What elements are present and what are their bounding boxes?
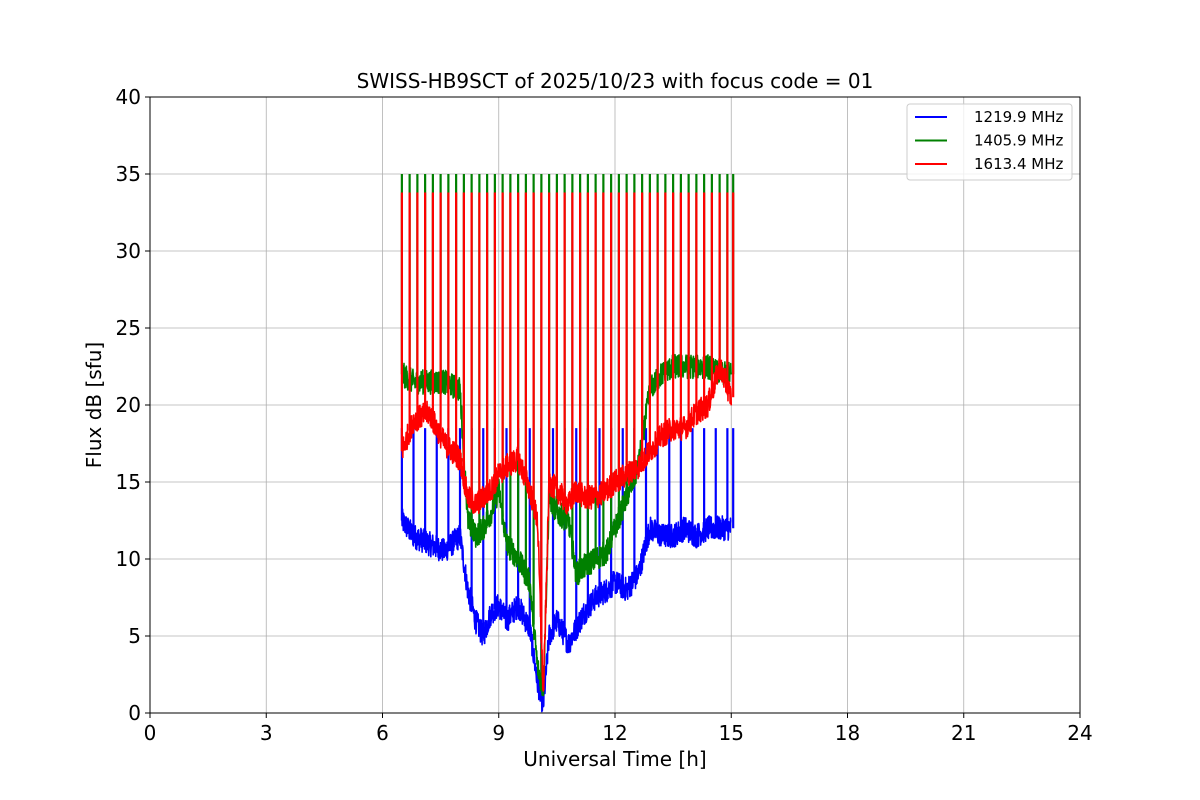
chart-title: SWISS-HB9SCT of 2025/10/23 with focus co… [357, 69, 874, 93]
y-tick-label: 10 [116, 547, 141, 571]
y-tick-label: 20 [116, 393, 141, 417]
x-tick-label: 12 [602, 721, 627, 745]
y-tick-label: 15 [116, 470, 141, 494]
ticks: 0 3 6 9 12 15 18 21 24 0 5 10 15 20 25 30 35 40 [116, 85, 1093, 745]
y-tick-label: 5 [128, 624, 141, 648]
x-tick-label: 21 [951, 721, 976, 745]
series-layer [400, 174, 735, 713]
x-tick-label: 15 [719, 721, 744, 745]
x-tick-label: 6 [376, 721, 389, 745]
x-axis-label: Universal Time [h] [523, 747, 706, 771]
series-line [401, 508, 732, 713]
x-tick-label: 9 [492, 721, 505, 745]
legend-label: 1405.9 MHz [974, 132, 1063, 150]
y-tick-label: 40 [116, 85, 141, 109]
y-tick-label: 0 [128, 701, 141, 725]
legend: 1219.9 MHz 1405.9 MHz 1613.4 MHz [906, 103, 1073, 181]
x-tick-label: 3 [260, 721, 273, 745]
y-tick-label: 30 [116, 239, 141, 263]
y-tick-label: 35 [116, 162, 141, 186]
legend-label: 1219.9 MHz [974, 108, 1063, 126]
series-1613-4-mhz [400, 192, 735, 692]
x-tick-label: 24 [1067, 721, 1092, 745]
legend-label: 1613.4 MHz [974, 155, 1063, 173]
y-axis-label: Flux dB [sfu] [82, 342, 106, 468]
x-tick-label: 0 [144, 721, 157, 745]
y-tick-label: 25 [116, 316, 141, 340]
legend-box [906, 103, 1073, 181]
x-tick-label: 18 [835, 721, 860, 745]
